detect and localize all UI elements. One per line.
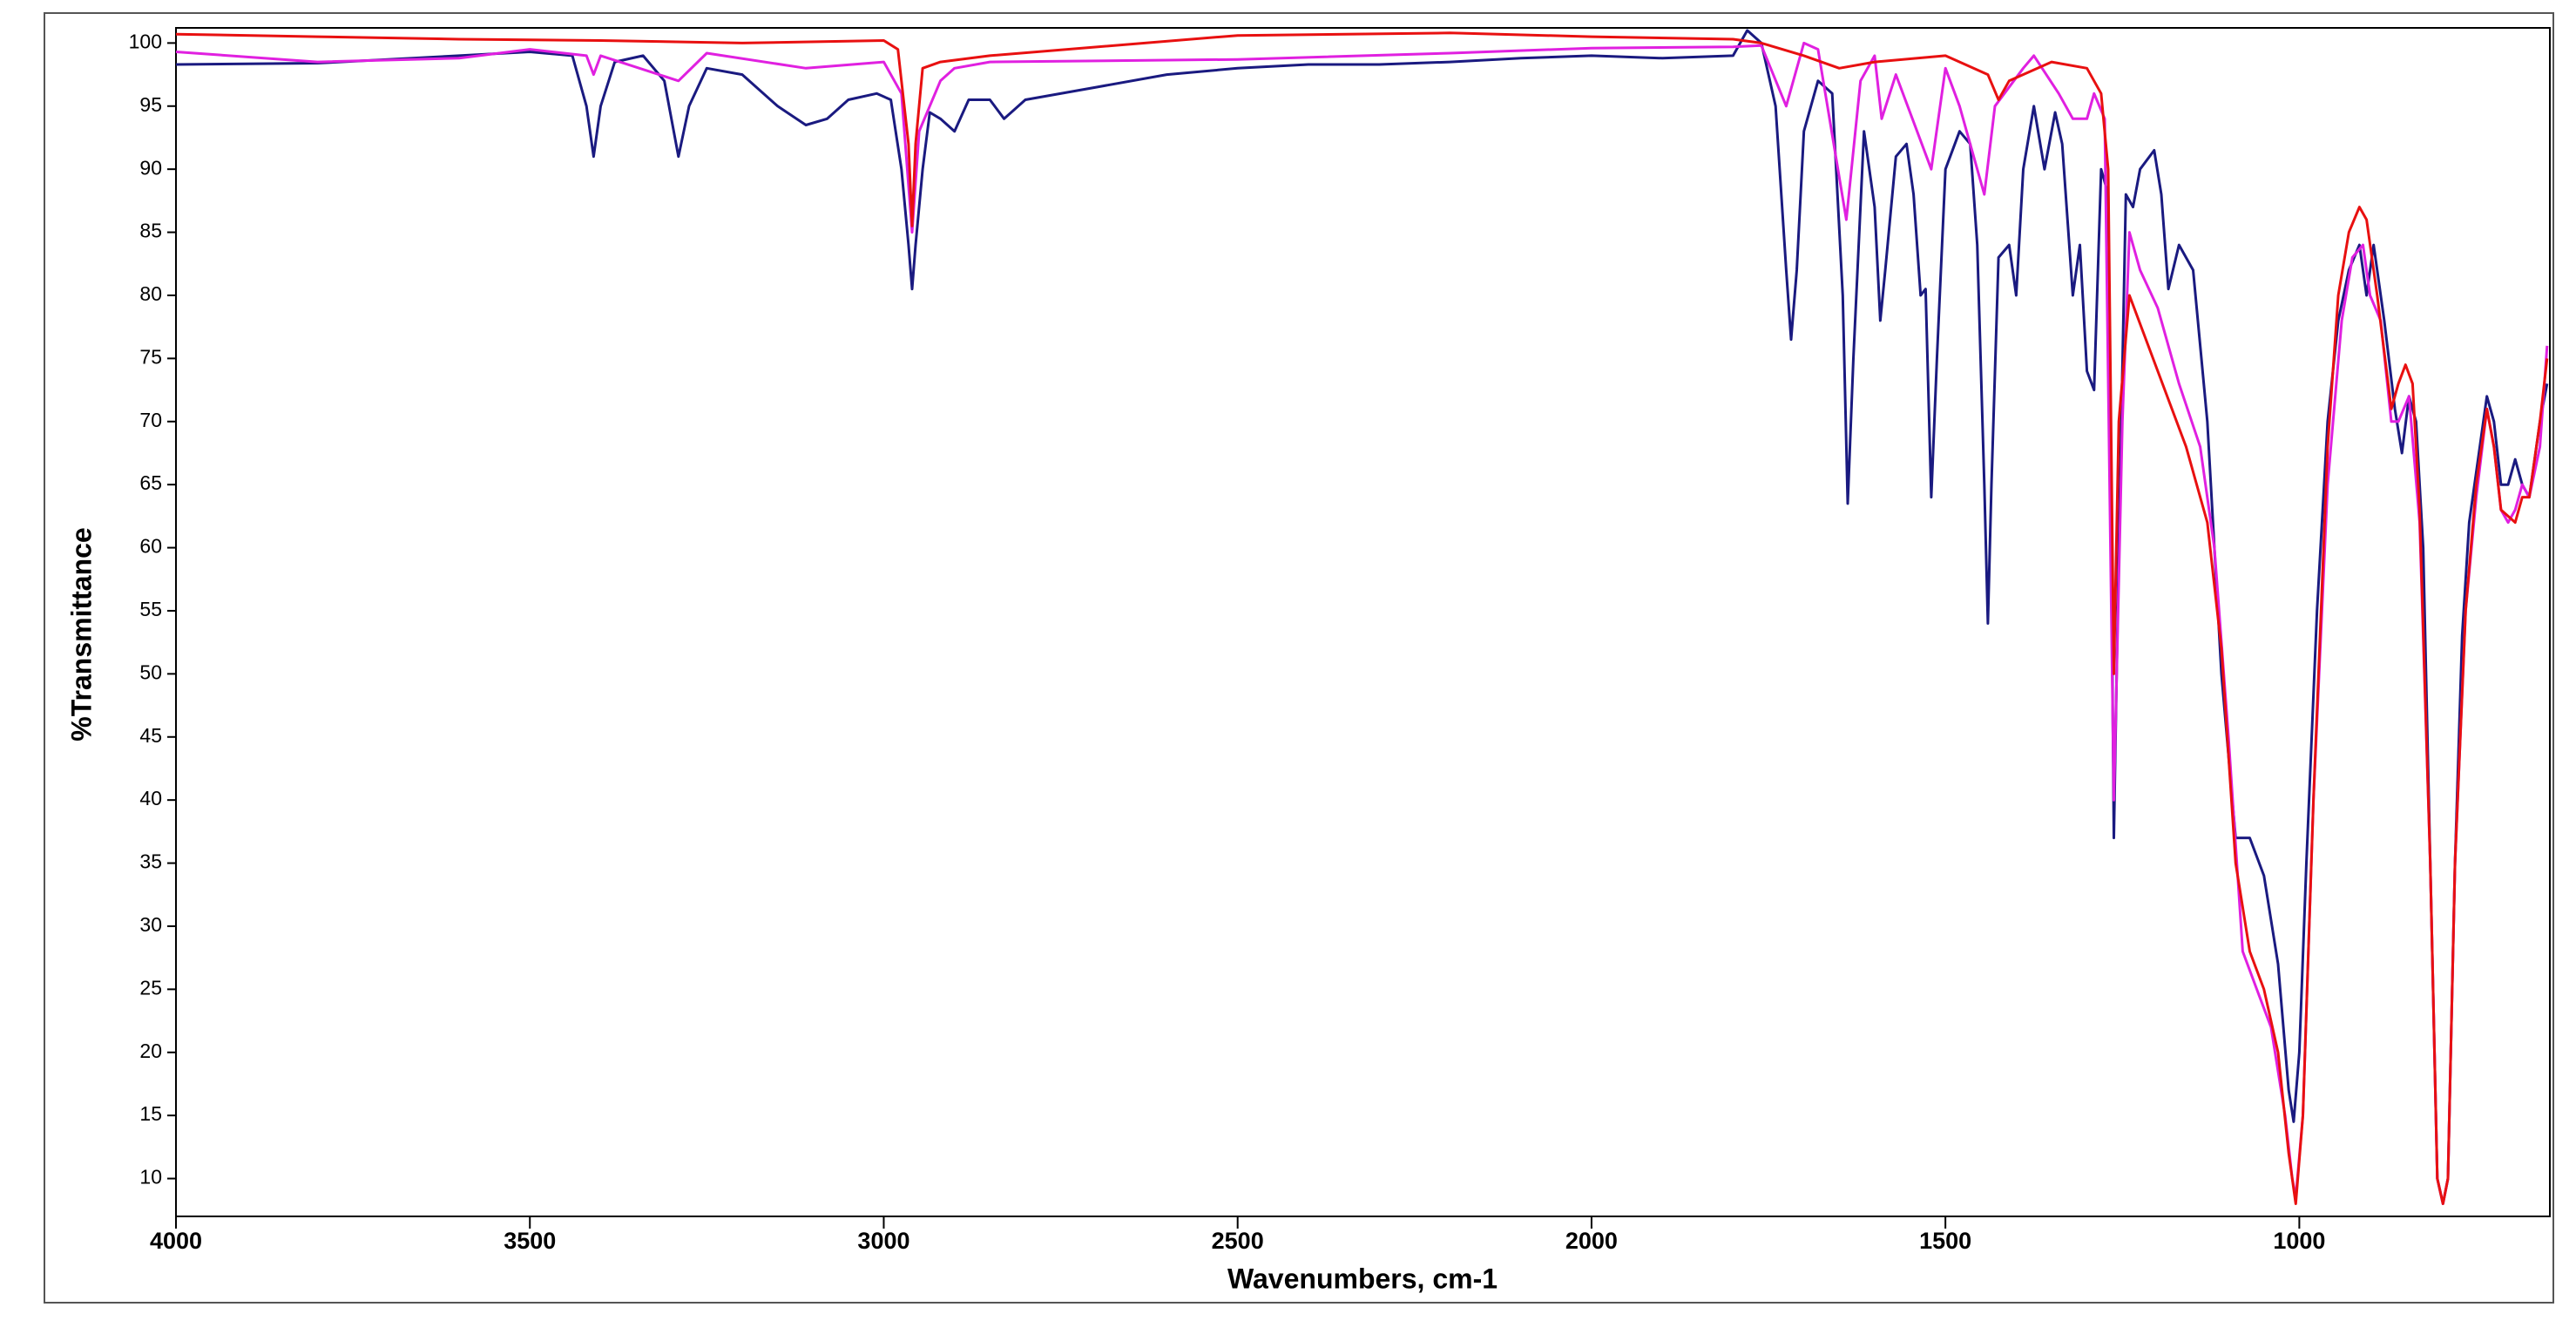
y-tick-label: 60 <box>139 535 162 558</box>
x-tick-label: 3500 <box>504 1228 556 1254</box>
y-tick-label: 35 <box>139 850 162 873</box>
y-tick-label: 20 <box>139 1040 162 1062</box>
y-tick-label: 45 <box>139 724 162 747</box>
x-tick-label: 1000 <box>2273 1228 2325 1254</box>
y-tick-label: 75 <box>139 345 162 368</box>
x-tick-label: 2500 <box>1212 1228 1264 1254</box>
y-tick-label: 95 <box>139 93 162 116</box>
x-tick-label: 2000 <box>1565 1228 1618 1254</box>
y-tick-label: 85 <box>139 220 162 242</box>
x-tick-label: 1500 <box>1919 1228 1971 1254</box>
spectrum-line <box>175 31 2549 1205</box>
y-tick-label: 40 <box>139 787 162 809</box>
y-tick-label: 25 <box>139 976 162 999</box>
y-tick-label: 65 <box>139 471 162 494</box>
y-tick-label: 80 <box>139 282 162 305</box>
plot-area <box>175 27 2551 1217</box>
y-tick-label: 10 <box>139 1166 162 1189</box>
x-axis-label: Wavenumbers, cm-1 <box>1227 1263 1498 1294</box>
y-axis-label: %Transmittance <box>65 527 97 741</box>
y-tick-label: 15 <box>139 1102 162 1125</box>
x-tick-label: 3000 <box>857 1228 909 1254</box>
y-tick-label: 70 <box>139 409 162 431</box>
x-tick-label: 4000 <box>150 1228 202 1254</box>
y-tick-label: 30 <box>139 913 162 936</box>
y-tick-label: 90 <box>139 156 162 179</box>
y-tick-label: 55 <box>139 598 162 620</box>
y-tick-label: 50 <box>139 660 162 683</box>
y-tick-label: 100 <box>129 30 162 52</box>
